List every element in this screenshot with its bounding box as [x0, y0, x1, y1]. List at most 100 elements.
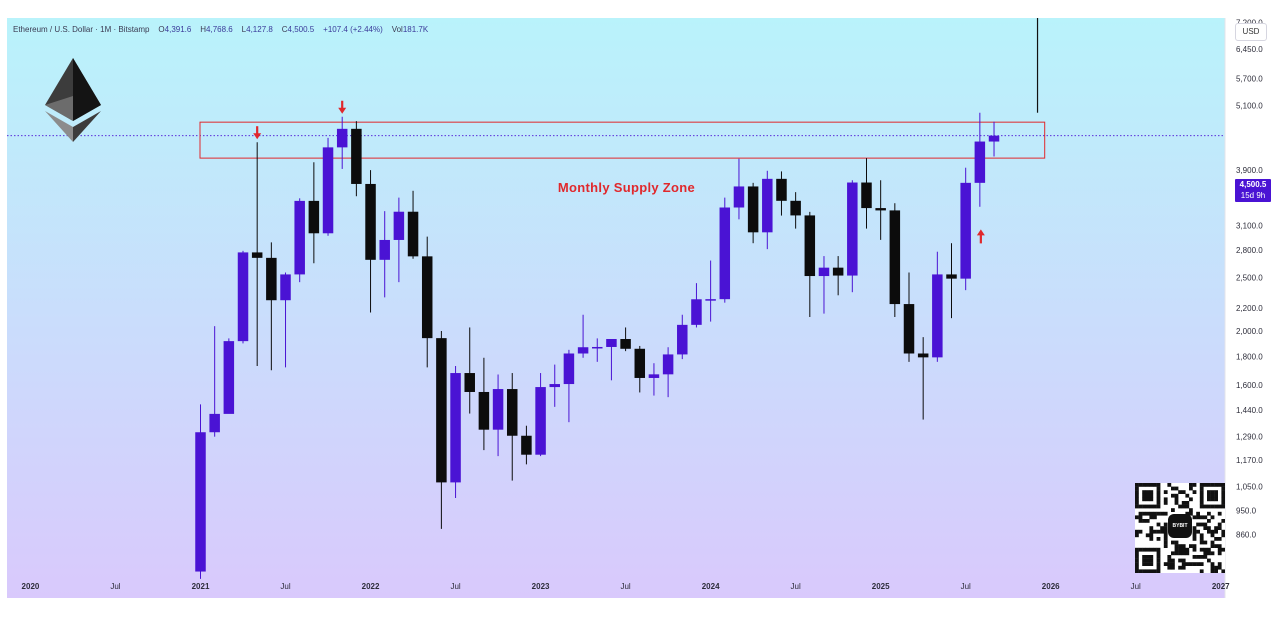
candle	[889, 203, 901, 318]
qr-module	[1163, 490, 1168, 494]
qr-module	[1217, 551, 1222, 556]
time-tick-label: 2027	[1212, 582, 1230, 591]
qr-module	[1192, 562, 1197, 566]
qr-module	[1199, 515, 1204, 520]
candle-body	[308, 200, 320, 234]
symbol-title: Ethereum / U.S. Dollar · 1M · Bitstamp	[13, 25, 150, 34]
qr-module	[1138, 504, 1143, 509]
qr-module	[1138, 529, 1143, 534]
qr-module	[1156, 493, 1161, 498]
qr-module	[1149, 504, 1154, 509]
qr-module	[1192, 515, 1197, 520]
candle-body	[251, 252, 263, 258]
current-price-tag: 4,500.5 15d 9h	[1235, 179, 1271, 202]
qr-module	[1214, 483, 1218, 487]
price-tick-label: 2,800.0	[1236, 246, 1263, 255]
qr-module	[1156, 565, 1161, 570]
candle-body	[946, 274, 957, 279]
qr-module	[1210, 529, 1215, 534]
qr-module	[1142, 493, 1146, 498]
candle-body	[294, 200, 305, 275]
qr-module	[1135, 497, 1139, 502]
qr-module	[1178, 551, 1182, 556]
candle-body	[620, 339, 631, 349]
time-tick-label: Jul	[961, 582, 971, 591]
qr-module	[1178, 558, 1182, 563]
candle	[691, 283, 702, 328]
candle-body	[464, 373, 475, 392]
candle	[351, 121, 362, 197]
candle	[549, 364, 560, 407]
qr-module	[1171, 565, 1175, 570]
qr-module	[1178, 547, 1182, 552]
time-tick-label: 2026	[1042, 582, 1060, 591]
qr-module	[1153, 529, 1157, 534]
qr-module	[1135, 493, 1139, 498]
candle	[804, 211, 816, 318]
qr-module	[1203, 504, 1208, 509]
time-tick-label: Jul	[620, 582, 630, 591]
qr-module	[1199, 555, 1204, 559]
qr-module	[1178, 544, 1182, 548]
candle	[209, 326, 220, 437]
candle	[634, 345, 646, 393]
qr-module	[1185, 511, 1190, 516]
qr-module	[1185, 551, 1190, 556]
qr-module	[1142, 547, 1146, 552]
qr-module	[1153, 504, 1157, 509]
qr-module	[1142, 497, 1146, 502]
open-value: 4,391.6	[164, 25, 192, 34]
candle-body	[506, 389, 518, 436]
supply-zone-box	[199, 121, 1046, 159]
qr-module	[1160, 511, 1164, 516]
arrow-head	[976, 229, 985, 236]
candle	[464, 327, 475, 414]
qr-module	[1163, 544, 1168, 548]
qr-module	[1192, 529, 1197, 534]
volume-label: Vol	[391, 25, 403, 34]
qr-module	[1156, 562, 1161, 566]
qr-module	[1171, 493, 1175, 498]
qr-module	[1174, 544, 1179, 548]
qr-module	[1196, 529, 1200, 534]
candle-body	[691, 299, 702, 325]
qr-module	[1189, 508, 1193, 512]
qr-module	[1156, 555, 1161, 559]
price-tick-label: 860.0	[1236, 530, 1257, 539]
current-price-value: 4,500.5	[1239, 180, 1267, 189]
currency-button[interactable]: USD	[1235, 23, 1267, 41]
qr-module	[1135, 501, 1139, 505]
candle	[762, 170, 773, 250]
qr-module	[1199, 533, 1204, 538]
candle-body	[747, 186, 759, 233]
chart-frame: 8,000.07,200.06,450.05,700.05,100.03,900…	[7, 18, 1272, 598]
qr-module	[1214, 544, 1218, 548]
candle-body	[662, 354, 674, 375]
qr-module	[1185, 562, 1190, 566]
qr-module	[1199, 493, 1204, 498]
qr-module	[1149, 515, 1154, 520]
qr-module	[1156, 537, 1161, 541]
candle-body	[762, 178, 773, 233]
candle-body	[705, 299, 716, 301]
qr-module	[1163, 522, 1168, 527]
qr-module	[1203, 526, 1208, 530]
qr-module	[1199, 569, 1204, 574]
candle-body	[336, 128, 348, 148]
candle	[818, 256, 830, 314]
candle	[719, 197, 731, 303]
qr-module	[1156, 522, 1161, 527]
price-tick-label: 1,050.0	[1236, 482, 1263, 491]
candle	[478, 357, 490, 451]
qr-module	[1156, 483, 1161, 487]
candle	[379, 211, 390, 298]
supply-zone-label: Monthly Supply Zone	[557, 180, 696, 195]
price-tick-label: 5,100.0	[1236, 102, 1263, 111]
qr-module	[1135, 483, 1139, 487]
qr-module	[1207, 497, 1211, 502]
qr-module	[1135, 515, 1139, 520]
qr-module	[1142, 490, 1146, 494]
arrow-head	[338, 107, 347, 114]
qr-module	[1149, 547, 1154, 552]
candle	[535, 373, 546, 457]
